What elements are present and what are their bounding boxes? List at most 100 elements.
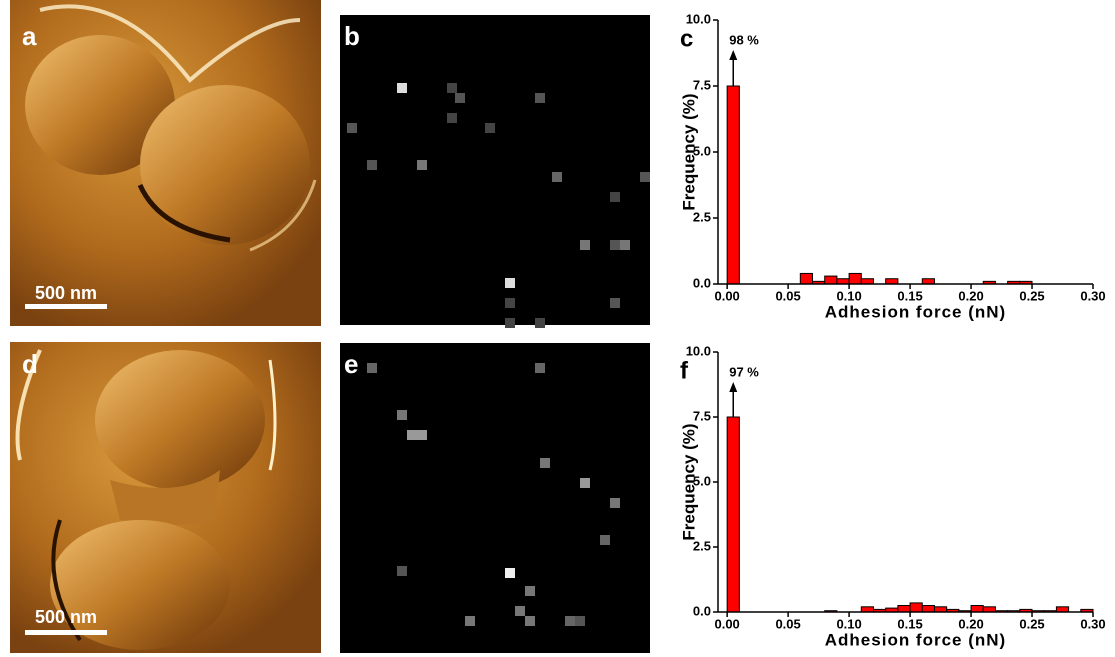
y-axis-label: Frequency (%): [679, 423, 698, 540]
x-tick-label: 0.00: [714, 616, 739, 631]
panel-label: f: [680, 357, 689, 384]
bar: [799, 272, 814, 285]
arrow-head: [729, 382, 738, 392]
x-tick-label: 0.05: [775, 616, 800, 631]
map-pixel: [580, 240, 590, 250]
y-tick-label: 0.0: [693, 275, 711, 290]
y-tick-label: 10.0: [686, 11, 711, 26]
y-axis-label: Frequency (%): [679, 93, 698, 210]
bar: [909, 602, 923, 613]
map-pixel: [505, 298, 515, 308]
map-pixel: [447, 83, 457, 93]
arrow-head: [729, 50, 738, 60]
panel-label: e: [344, 349, 358, 379]
map-pixels: [347, 83, 650, 626]
annotation: 97 %: [729, 364, 759, 379]
map-pixel: [505, 278, 515, 288]
map-pixel: [515, 606, 525, 616]
panel-label: a: [22, 21, 37, 51]
bar: [726, 416, 740, 613]
bar: [836, 278, 850, 285]
x-tick-label: 0.15: [897, 288, 922, 303]
map-pixel: [417, 160, 427, 170]
x-tick-label: 0.10: [836, 288, 861, 303]
map-pixel: [465, 616, 475, 626]
map-pixel: [575, 616, 585, 626]
map-pixel: [447, 113, 457, 123]
x-tick-label: 0.00: [714, 288, 739, 303]
y-tick-label: 5.0: [693, 473, 711, 488]
map-pixel: [535, 93, 545, 103]
map-pixel: [610, 192, 620, 202]
map-pixel: [397, 410, 407, 420]
bar: [897, 605, 911, 613]
bar: [860, 278, 874, 285]
bar: [921, 605, 935, 613]
x-tick-label: 0.20: [958, 616, 983, 631]
x-tick-label: 0.05: [775, 288, 800, 303]
map-pixel: [610, 240, 620, 250]
map-pixel: [610, 298, 620, 308]
map-pixel: [485, 123, 495, 133]
map-pixel: [525, 616, 535, 626]
x-axis-label: Adhesion force (nN): [825, 302, 1006, 321]
annotation: 98 %: [729, 32, 759, 47]
bar: [885, 278, 899, 285]
x-axis-label: Adhesion force (nN): [825, 630, 1006, 649]
map-pixel: [580, 478, 590, 488]
scale-bar-label: 500 nm: [35, 283, 97, 303]
afm-image: [10, 0, 321, 326]
bar: [921, 278, 935, 285]
map-pixel: [347, 123, 357, 133]
scale-bar-label: 500 nm: [35, 607, 97, 627]
adhesion-map: [340, 343, 650, 653]
y-tick-label: 2.5: [693, 209, 711, 224]
map-pixel: [525, 586, 535, 596]
map-pixel: [417, 430, 427, 440]
y-tick-label: 7.5: [693, 77, 711, 92]
bar: [848, 272, 862, 285]
bar: [726, 85, 740, 285]
map-pixel: [600, 535, 610, 545]
y-tick-label: 7.5: [693, 408, 711, 423]
map-pixel: [552, 172, 562, 182]
x-tick-label: 0.10: [836, 616, 861, 631]
panel-label: b: [344, 21, 360, 51]
y-tick-label: 2.5: [693, 538, 711, 553]
map-pixel: [407, 430, 417, 440]
x-tick-label: 0.25: [1019, 616, 1044, 631]
bar: [1055, 606, 1070, 613]
map-pixel: [505, 568, 515, 578]
map-pixel: [620, 240, 630, 250]
adhesion-map: [340, 15, 650, 325]
map-pixel: [640, 172, 650, 182]
map-pixel: [367, 160, 377, 170]
map-pixel: [397, 566, 407, 576]
map-pixel: [610, 498, 620, 508]
map-pixel: [535, 363, 545, 373]
map-pixel: [367, 363, 377, 373]
x-tick-label: 0.30: [1080, 288, 1105, 303]
map-pixel: [455, 93, 465, 103]
x-tick-label: 0.25: [1019, 288, 1044, 303]
y-tick-label: 5.0: [693, 143, 711, 158]
map-pixel: [565, 616, 575, 626]
x-tick-label: 0.20: [958, 288, 983, 303]
y-tick-label: 10.0: [686, 343, 711, 358]
panel-label: d: [22, 349, 38, 379]
map-pixel: [535, 318, 545, 328]
panel-label: c: [680, 25, 693, 52]
bar: [970, 605, 984, 613]
map-pixel: [540, 458, 550, 468]
x-tick-label: 0.15: [897, 616, 922, 631]
afm-image: [10, 342, 321, 653]
map-pixel: [397, 83, 407, 93]
bar: [824, 275, 838, 285]
bar: [933, 606, 948, 613]
map-pixel: [505, 318, 515, 328]
bar: [982, 606, 996, 613]
bar: [860, 606, 874, 613]
y-tick-label: 0.0: [693, 603, 711, 618]
